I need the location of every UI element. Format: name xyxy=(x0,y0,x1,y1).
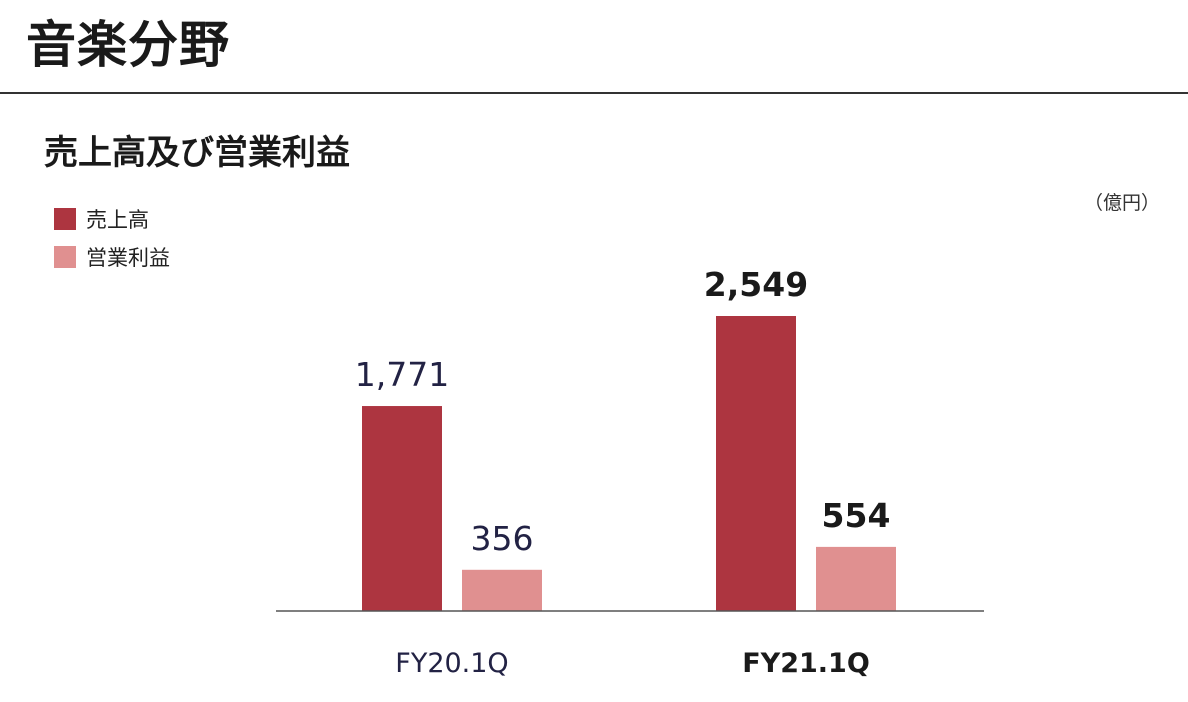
page-title: 音楽分野 xyxy=(26,16,230,74)
legend-swatch-profit xyxy=(54,246,76,268)
title-divider xyxy=(0,92,1188,94)
unit-label: （億円） xyxy=(1083,192,1160,214)
legend-label-sales: 売上高 xyxy=(86,208,149,232)
x-tick-label-0: FY20.1Q xyxy=(395,648,508,679)
data-label-profit-1: 554 xyxy=(822,496,891,535)
legend-swatch-sales xyxy=(54,208,76,230)
chart-title: 売上高及び営業利益 xyxy=(44,133,350,173)
data-label-sales-1: 2,549 xyxy=(704,265,808,304)
legend-item-profit: 営業利益 xyxy=(54,238,170,276)
bar-sales-1 xyxy=(716,316,796,611)
bar-profit-1 xyxy=(816,546,896,611)
data-label-sales-0: 1,771 xyxy=(355,355,449,394)
bar-sales-0 xyxy=(362,406,442,611)
chart-legend: 売上高 営業利益 xyxy=(54,200,170,276)
legend-item-sales: 売上高 xyxy=(54,200,170,238)
data-label-profit-0: 356 xyxy=(471,519,534,558)
legend-label-profit: 営業利益 xyxy=(86,246,170,270)
x-tick-label-1: FY21.1Q xyxy=(742,648,870,679)
bar-profit-0 xyxy=(462,569,542,611)
